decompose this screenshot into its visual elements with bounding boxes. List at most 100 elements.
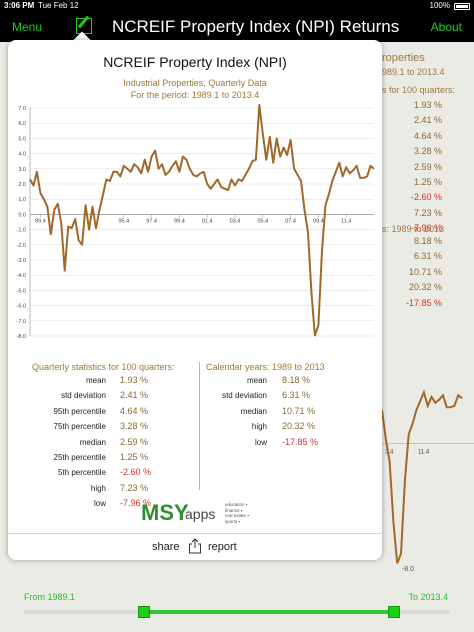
page-title: NCREIF Property Index (NPI) Returns: [112, 17, 400, 36]
bg-series-line: [382, 389, 463, 564]
bg-quarterly-value: -2.60 %: [410, 192, 442, 203]
status-time: 3:06 PM: [4, 1, 35, 10]
stat-value: -7.96 %: [120, 498, 152, 509]
logo-tags: education ▪ finance ▪ real estate ▪ sports …: [225, 502, 249, 524]
bg-chart: 3.4 11.4: [382, 389, 474, 564]
y-tick-label: -3.0: [17, 258, 26, 264]
y-tick-label: 7.0: [18, 106, 26, 112]
bg-y-tick-label: -8.0: [402, 566, 415, 573]
stat-label: low: [254, 437, 267, 447]
calendar-stats-header: Calendar years: 1989 to 2013: [206, 362, 325, 372]
stat-label: mean: [85, 376, 106, 385]
stat-label: std deviation: [222, 391, 267, 401]
x-tick-label: 07.4: [285, 218, 296, 224]
y-tick-label: 2.0: [18, 182, 26, 188]
bg-quarterly-value: -7.96 %: [410, 223, 442, 234]
y-tick-label: 5.0: [18, 136, 26, 142]
bg-quarterly-header: s for 100 quarters:: [382, 85, 456, 95]
stat-value: 3.28 %: [120, 421, 149, 432]
share-button[interactable]: share: [152, 541, 180, 553]
stat-label: low: [93, 499, 106, 509]
share-icon[interactable]: [188, 538, 202, 554]
logo-tag: finance ▪: [225, 507, 243, 513]
y-tick-label: -4.0: [17, 273, 26, 279]
stat-row: std deviation 2.41 %: [8, 390, 148, 405]
x-tick-label: 11.4: [341, 218, 351, 224]
bg-header-line2: 989.1 to 2013.4: [382, 67, 445, 77]
msyapps-logo: MSY apps education ▪ finance ▪ real estate…: [141, 500, 253, 530]
stat-row: mean 1.93 %: [8, 375, 148, 390]
stat-label: high: [90, 483, 106, 493]
bg-quarterly-value: 1.25 %: [413, 176, 442, 187]
y-tick-label: 4.0: [18, 152, 26, 158]
y-tick-label: -1.0: [17, 228, 26, 234]
stat-label: std deviation: [61, 391, 106, 401]
stat-label: 95th percentile: [53, 406, 106, 416]
y-tick-label: 1.0: [18, 197, 26, 203]
x-tick-label: 89.4: [35, 218, 46, 224]
bg-calendar-header: s: 1989 to 2013: [382, 224, 445, 234]
bg-calendar-value: 20.32 %: [408, 282, 442, 293]
y-tick-label: -2.0: [17, 243, 26, 249]
chart-title: NCREIF Property Index (NPI): [103, 54, 287, 70]
x-tick-label: 99.4: [174, 218, 185, 224]
bg-quarterly-value: 1.93 %: [413, 100, 442, 110]
stat-row: low -17.85 %: [8, 437, 318, 452]
stat-value: -17.85 %: [282, 436, 319, 447]
bg-quarterly-value: 4.64 %: [413, 130, 442, 141]
slider-thumb-end[interactable]: [388, 606, 400, 618]
x-tick-label: 09.4: [313, 218, 324, 224]
share-bar: share report: [8, 533, 382, 560]
stat-value: 4.64 %: [120, 405, 149, 416]
stat-value: 8.18 %: [282, 375, 311, 385]
stat-row: 5th percentile -2.60 %: [8, 467, 151, 482]
y-tick-label: -7.0: [17, 319, 26, 325]
stat-row: 95th percentile 4.64 %: [8, 406, 149, 421]
stat-label: high: [251, 422, 267, 432]
compose-icon[interactable]: [76, 18, 92, 34]
bg-header-line1: roperties: [382, 52, 425, 64]
y-tick-label: -5.0: [17, 288, 26, 294]
bg-quarterly-value: 2.59 %: [413, 161, 442, 172]
stat-label: median: [240, 406, 267, 416]
battery-icon: [454, 3, 470, 10]
battery-percent: 100%: [429, 1, 450, 10]
period-slider-fill: [144, 610, 394, 614]
stat-row: high 20.32 %: [8, 421, 315, 436]
from-label: From 1989.1: [24, 592, 76, 602]
chart-popover: NCREIF Property Index (NPI) Industrial P…: [8, 40, 382, 560]
stat-value: -2.60 %: [120, 467, 152, 478]
menu-button[interactable]: Menu: [12, 20, 43, 34]
bg-quarterly-value: 2.41 %: [413, 115, 442, 126]
bg-calendar-value: -17.85 %: [405, 297, 442, 308]
logo-tag: education ▪: [225, 502, 248, 507]
stat-label: 75th percentile: [53, 422, 106, 432]
bg-x-tick-label: 3.4: [385, 449, 394, 455]
y-tick-label: 6.0: [18, 121, 26, 127]
about-button[interactable]: About: [430, 20, 462, 34]
bg-quarterly-value: 7.23 %: [413, 207, 442, 218]
stat-label: mean: [246, 376, 267, 385]
stat-value: 2.41 %: [120, 390, 149, 401]
bg-calendar-value: 10.71 %: [408, 266, 442, 277]
stat-row: median 10.71 %: [8, 406, 315, 421]
stats-divider: [199, 362, 200, 490]
logo-tag: sports ▪: [225, 518, 241, 524]
stat-value: 7.23 %: [120, 482, 149, 493]
stat-value: 6.31 %: [282, 390, 311, 401]
logo-tag: real estate ▪: [225, 513, 249, 518]
stat-value: 1.93 %: [120, 375, 149, 385]
bg-calendar-value: 6.31 %: [413, 251, 442, 262]
y-tick-label: -8.0: [17, 334, 26, 340]
report-button[interactable]: report: [208, 541, 237, 553]
x-tick-label: 05.4: [257, 218, 268, 224]
stat-value: 1.25 %: [120, 452, 149, 462]
stat-row: mean 8.18 %: [8, 375, 310, 390]
stat-row: std deviation 6.31 %: [8, 390, 310, 405]
bg-calendar-values: 8.18 % 6.31 % 10.71 % 20.32 % -17.85 %: [390, 236, 442, 313]
line-chart: 7.0 6.0 5.0 4.0 3.0 2.0 1.0 0.0 -1.0 -2.0 -3.0 -4.0…: [17, 104, 375, 340]
stat-row: 75th percentile 3.28 %: [8, 421, 149, 436]
slider-thumb-start[interactable]: [138, 606, 150, 618]
x-tick-label: 03.4: [230, 218, 241, 224]
stat-value: 10.71 %: [282, 405, 316, 416]
